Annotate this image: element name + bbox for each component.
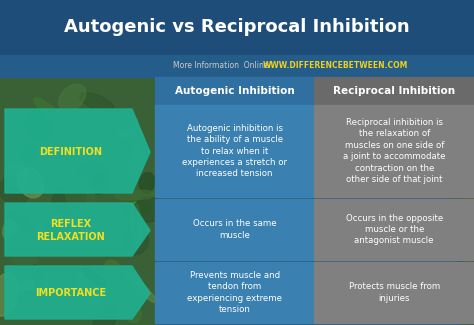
Ellipse shape (25, 109, 53, 141)
Text: Reciprocal Inhibition: Reciprocal Inhibition (333, 86, 456, 96)
Text: Autogenic vs Reciprocal Inhibition: Autogenic vs Reciprocal Inhibition (64, 19, 410, 36)
Ellipse shape (5, 162, 30, 188)
Ellipse shape (134, 197, 164, 222)
Ellipse shape (461, 195, 474, 245)
Ellipse shape (466, 213, 474, 235)
Text: Occurs in the opposite
muscle or the
antagonist muscle: Occurs in the opposite muscle or the ant… (346, 214, 443, 245)
Text: Prevents muscle and
tendon from
experiencing extreme
tension: Prevents muscle and tendon from experien… (187, 271, 282, 314)
Text: Protects muscle from
injuries: Protects muscle from injuries (348, 282, 440, 303)
Ellipse shape (128, 146, 142, 176)
Ellipse shape (456, 142, 474, 180)
Bar (0, 55, 474, 77)
Ellipse shape (77, 274, 99, 304)
Text: WWW.DIFFERENCEBETWEEN.COM: WWW.DIFFERENCEBETWEEN.COM (263, 61, 409, 71)
Bar (155, 77, 315, 105)
Ellipse shape (451, 127, 474, 147)
Ellipse shape (89, 174, 110, 194)
Bar (315, 262, 474, 323)
Text: IMPORTANCE: IMPORTANCE (36, 289, 107, 298)
Ellipse shape (458, 164, 474, 196)
Ellipse shape (459, 122, 474, 145)
Ellipse shape (104, 260, 120, 278)
Ellipse shape (464, 167, 474, 220)
Ellipse shape (459, 194, 474, 214)
Ellipse shape (101, 116, 136, 130)
Polygon shape (5, 203, 150, 256)
Ellipse shape (33, 265, 45, 292)
Ellipse shape (452, 195, 474, 231)
Bar (0, 77, 155, 325)
Ellipse shape (464, 103, 474, 148)
Ellipse shape (34, 98, 63, 124)
Ellipse shape (455, 289, 474, 319)
Text: Reciprocal inhibition is
the relaxation of
muscles on one side of
a joint to acc: Reciprocal inhibition is the relaxation … (343, 118, 446, 184)
Ellipse shape (452, 132, 474, 176)
Ellipse shape (65, 176, 94, 216)
Ellipse shape (117, 116, 137, 138)
Text: DEFINITION: DEFINITION (39, 147, 102, 157)
Ellipse shape (459, 132, 474, 158)
Ellipse shape (22, 144, 37, 162)
Ellipse shape (93, 305, 118, 325)
Ellipse shape (449, 108, 474, 142)
Ellipse shape (52, 185, 86, 214)
Text: More Information  Online: More Information Online (173, 61, 268, 71)
Ellipse shape (126, 272, 156, 303)
Ellipse shape (18, 168, 44, 198)
Ellipse shape (22, 215, 52, 235)
Ellipse shape (122, 201, 150, 217)
Ellipse shape (0, 177, 29, 205)
Ellipse shape (461, 314, 474, 325)
Ellipse shape (0, 273, 18, 316)
Text: Autogenic inhibition is
the ability of a muscle
to relax when it
experiences a s: Autogenic inhibition is the ability of a… (182, 124, 287, 178)
Ellipse shape (456, 297, 474, 318)
Bar (0, 0, 474, 55)
Ellipse shape (82, 268, 107, 287)
Ellipse shape (456, 94, 474, 134)
Text: REFLEX
RELAXATION: REFLEX RELAXATION (36, 219, 105, 242)
Ellipse shape (460, 225, 474, 276)
Polygon shape (5, 266, 150, 319)
Ellipse shape (139, 173, 155, 193)
Ellipse shape (122, 225, 148, 254)
Ellipse shape (457, 209, 474, 237)
Text: Autogenic Inhibition: Autogenic Inhibition (175, 86, 295, 96)
Ellipse shape (464, 263, 474, 274)
Bar (472, 105, 474, 325)
Ellipse shape (80, 93, 114, 112)
Ellipse shape (458, 249, 474, 283)
Bar (315, 77, 474, 105)
Ellipse shape (464, 122, 474, 168)
Ellipse shape (131, 202, 141, 244)
Ellipse shape (454, 206, 474, 244)
Ellipse shape (458, 214, 474, 252)
Ellipse shape (18, 280, 49, 290)
Bar (155, 199, 315, 260)
Bar (155, 262, 315, 323)
Ellipse shape (6, 209, 36, 233)
Polygon shape (5, 109, 150, 193)
Ellipse shape (115, 190, 157, 200)
Ellipse shape (466, 94, 474, 126)
Ellipse shape (465, 122, 474, 133)
Ellipse shape (11, 240, 37, 278)
Ellipse shape (457, 179, 474, 200)
Bar (155, 105, 315, 197)
Ellipse shape (124, 303, 141, 322)
Ellipse shape (44, 221, 59, 231)
Bar (315, 105, 474, 197)
Ellipse shape (459, 181, 474, 205)
Ellipse shape (76, 161, 107, 189)
Ellipse shape (454, 219, 474, 255)
Text: Occurs in the same
muscle: Occurs in the same muscle (193, 219, 276, 240)
Ellipse shape (447, 103, 474, 137)
Ellipse shape (59, 84, 86, 111)
Bar (315, 199, 474, 260)
Ellipse shape (2, 219, 16, 239)
